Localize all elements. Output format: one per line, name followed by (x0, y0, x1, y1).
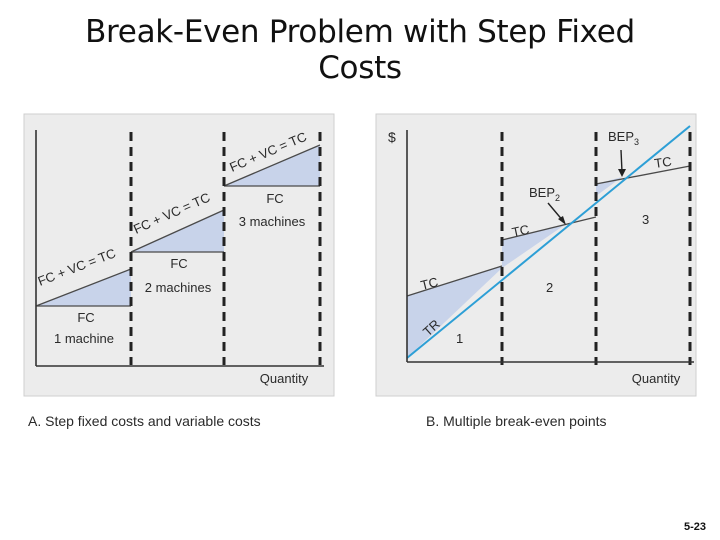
panel-b: $ TC TC TC TR 1 2 3 BEP2 BEP3 Quantity B… (375, 113, 697, 429)
panel-a-x-axis-label: Quantity (260, 371, 309, 386)
panel-a-fc2-sublabel: 2 machines (145, 280, 212, 295)
panel-b-x-axis-label: Quantity (632, 371, 681, 386)
panel-a-tc-line-1 (35, 268, 132, 307)
panel-a-tc-line-2 (130, 209, 225, 253)
title-line-1: Break-Even Problem with Step Fixed (85, 14, 635, 50)
panel-b-bep3-arrow (620, 149, 623, 173)
panel-b-background (375, 113, 697, 397)
panel-a-caption: A. Step fixed costs and variable costs (28, 413, 261, 429)
panel-b-y-axis-label: $ (388, 129, 396, 145)
panel-b-bep2-label: BEP2 (529, 185, 560, 203)
panel-b-tc-label-2: TC (511, 222, 531, 240)
panel-b-region-3-fill (596, 177, 622, 196)
panel-b-region-2-label: 2 (546, 280, 553, 295)
panel-b-tc-line-3 (595, 165, 691, 185)
panel-b-region-3-label: 3 (642, 212, 649, 227)
panel-b-bep2-arrowhead (558, 216, 566, 225)
panel-b-bep3-label: BEP3 (608, 129, 639, 147)
panel-b-tc-line-2 (501, 216, 597, 241)
panel-b-region-1-label: 1 (456, 331, 463, 346)
panel-b-tc-label-1: TC (419, 274, 439, 293)
panel-a-fc3-label: FC (266, 191, 283, 206)
panel-b-caption: B. Multiple break-even points (426, 413, 607, 429)
panel-b-tc-label-3: TC (653, 154, 672, 171)
page-number: 5-23 (683, 521, 706, 533)
panel-b-tr-line (406, 125, 691, 359)
panel-b-tc-line-1 (406, 265, 503, 297)
slide-title: Break-Even Problem with Step Fixed Costs (0, 14, 720, 86)
panel-a-fc1-label: FC (77, 310, 94, 325)
panel-a-fc3-sublabel: 3 machines (239, 214, 306, 229)
panel-a-background (23, 113, 335, 397)
panel-a-tc-line-3 (223, 144, 321, 187)
panel-a-fc2-label: FC (170, 256, 187, 271)
panel-b-bep3-arrowhead (618, 169, 626, 177)
panel-b-region-2-fill (502, 224, 566, 268)
panel-a-fc1-sublabel: 1 machine (54, 331, 114, 346)
title-line-2: Costs (318, 50, 402, 86)
panel-a: FC + VC = TC FC + VC = TC FC + VC = TC F… (23, 113, 335, 429)
